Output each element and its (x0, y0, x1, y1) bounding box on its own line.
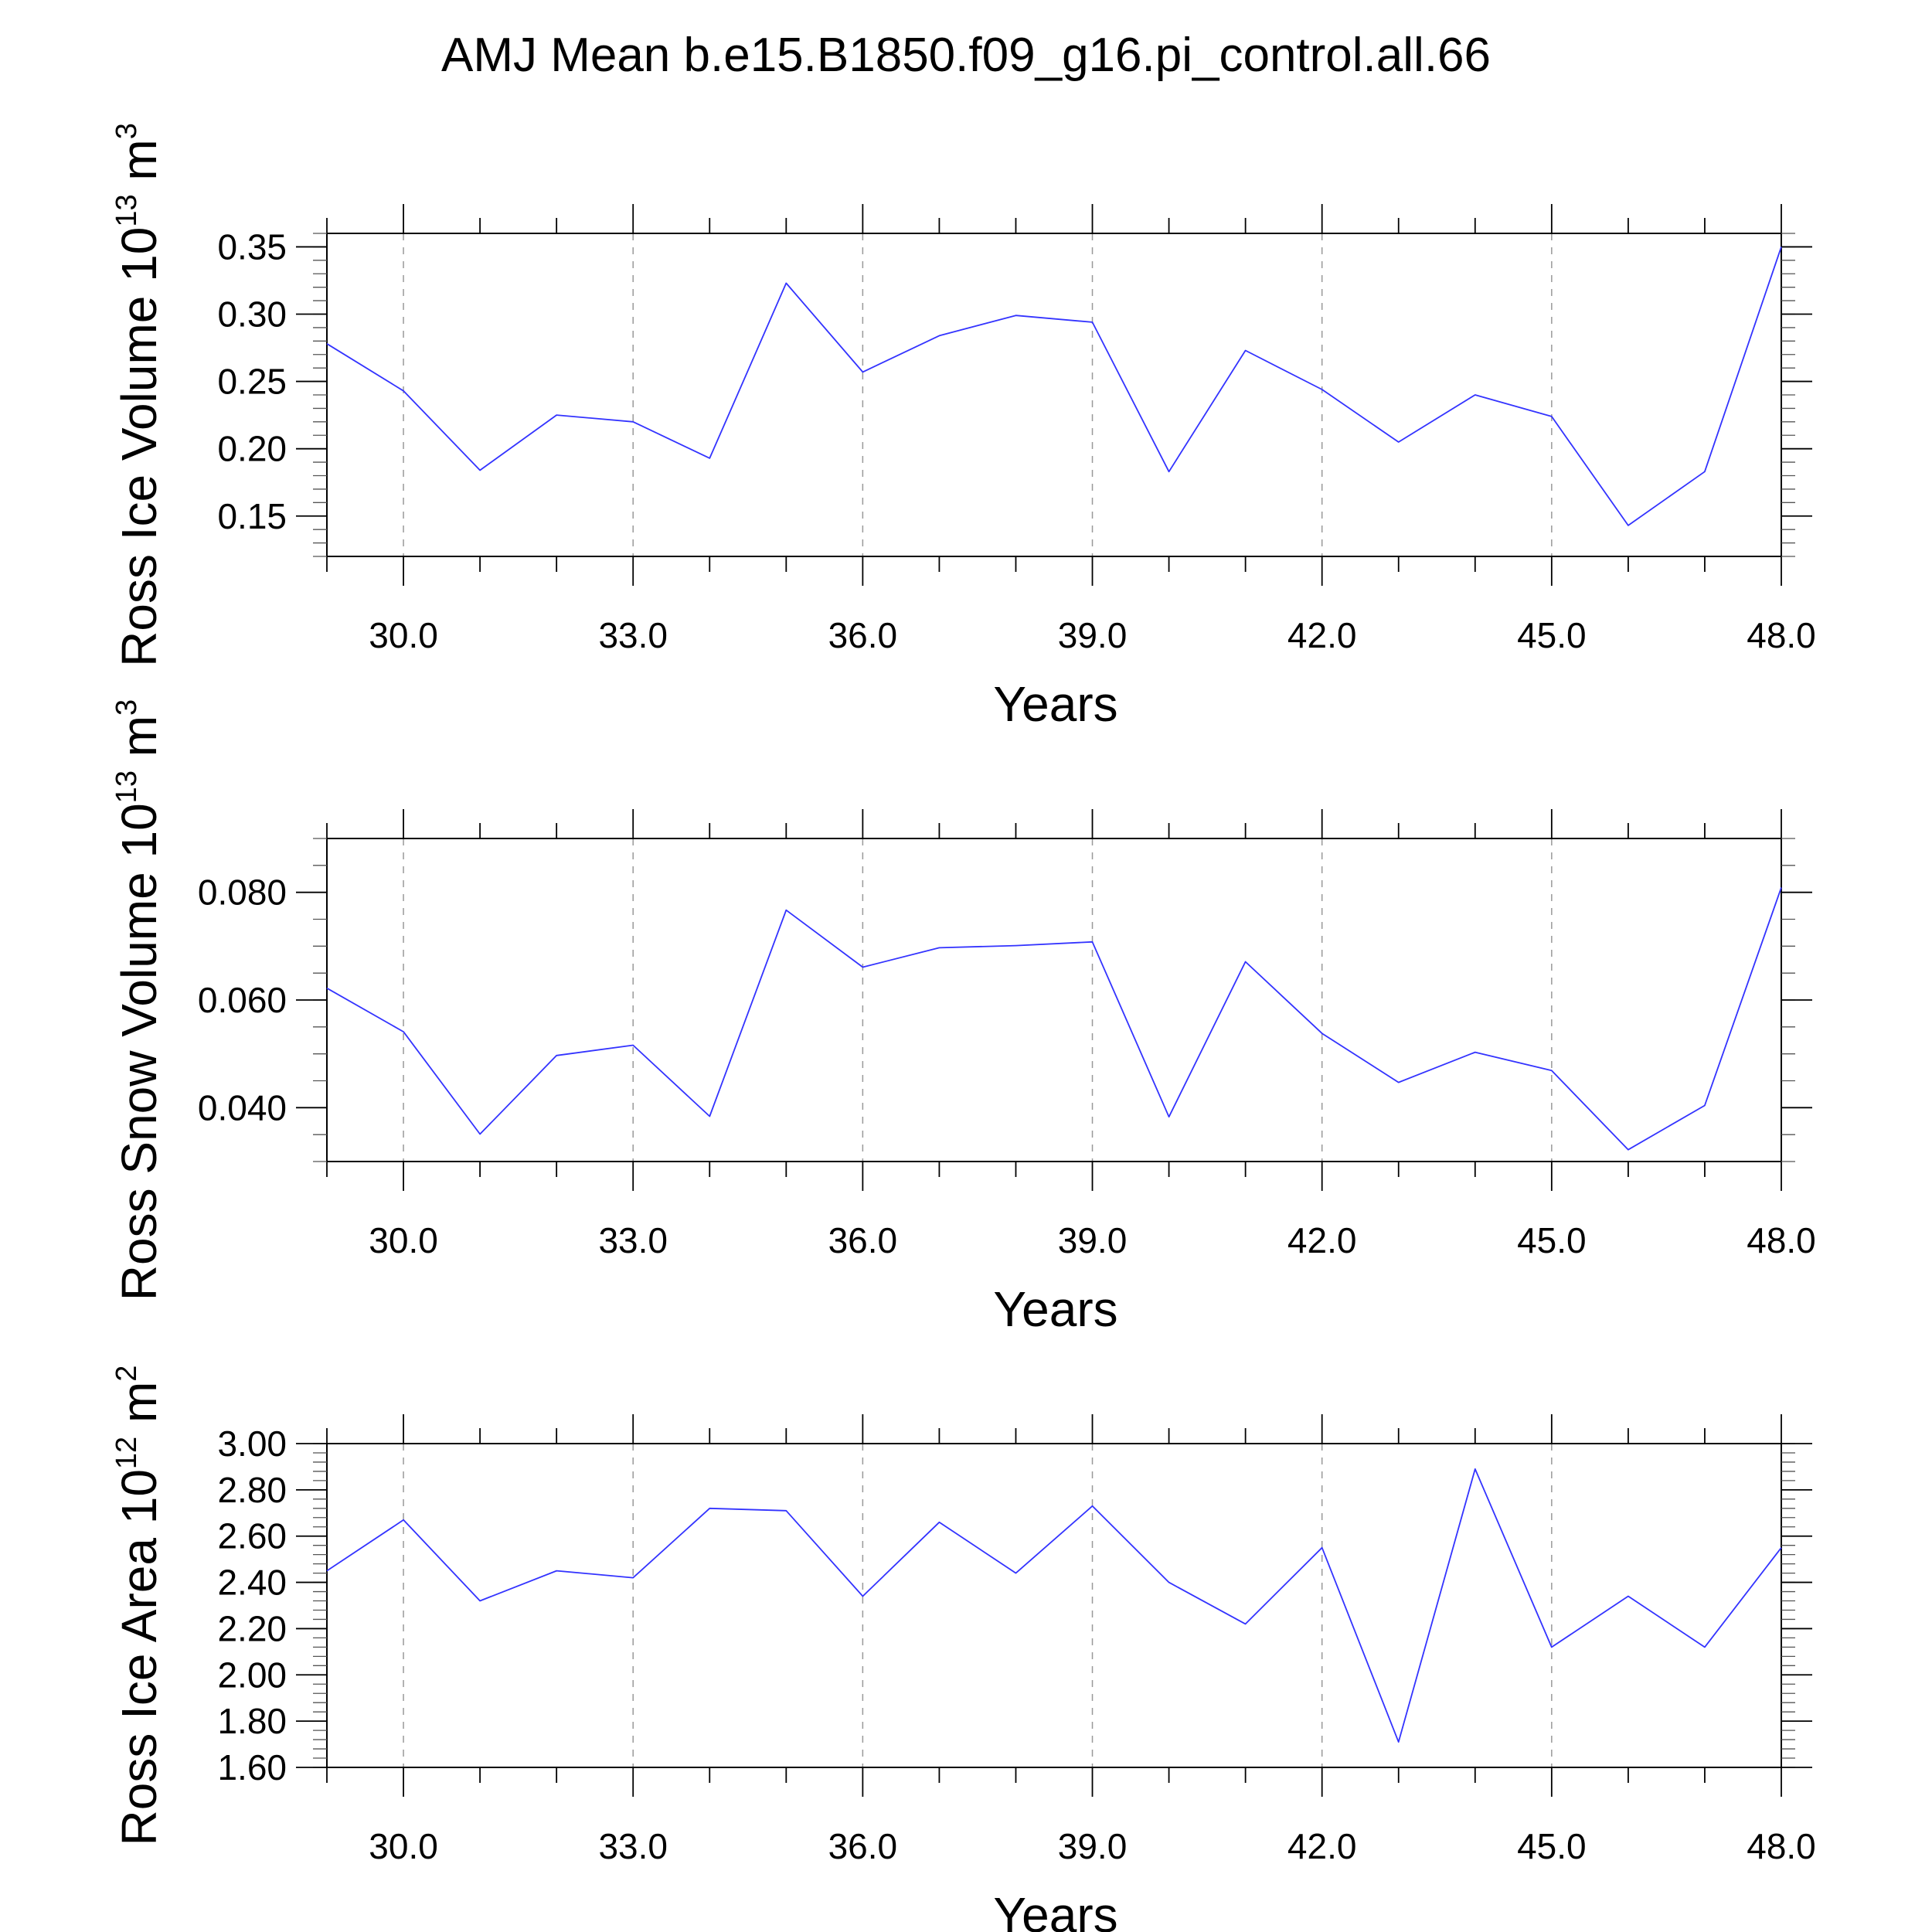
series-line (326, 887, 1782, 1151)
y-tick-label: 2.80 (217, 1470, 287, 1510)
x-tick-label: 39.0 (1058, 1826, 1128, 1866)
y-tick-label: 3.00 (217, 1423, 287, 1464)
y-axis-label-text: Ross Ice Area 10 (111, 1469, 167, 1845)
y-tick-label: 0.35 (217, 226, 287, 267)
series-line (326, 1468, 1782, 1743)
x-tick-label: 36.0 (828, 1826, 898, 1866)
y-tick-label: 0.060 (198, 980, 287, 1020)
x-tick-label: 48.0 (1747, 615, 1816, 655)
x-tick-label: 30.0 (369, 1220, 438, 1260)
plot-frame (326, 233, 1782, 557)
x-axis-label: Years (993, 1887, 1117, 1932)
panel-3: 1.60 1.80 2.00 2.20 2.40 2.60 2.80 3.00 30.0 33.0… (111, 1366, 1816, 1932)
x-tick-label: 48.0 (1747, 1826, 1816, 1866)
x-tick-label: 45.0 (1517, 615, 1587, 655)
panel-1: 0.15 0.20 0.25 0.30 0.35 30.0 33.0 36.0 39.0 42.0… (111, 123, 1816, 732)
y-tick-label: 0.080 (198, 872, 287, 913)
x-tick-label: 42.0 (1287, 1220, 1357, 1260)
y-tick-label: 1.60 (217, 1747, 287, 1787)
y-tick-label: 2.00 (217, 1655, 287, 1695)
y-axis-label-unit: m (111, 139, 167, 194)
x-tick-label: 42.0 (1287, 615, 1357, 655)
y-tick-label: 0.040 (198, 1087, 287, 1128)
y-axis-label-exponent: 13 (111, 770, 143, 803)
x-tick-label: 30.0 (369, 1826, 438, 1866)
panel-2: 0.040 0.060 0.080 30.0 33.0 36.0 39.0 42.0 45.0 4… (111, 699, 1816, 1337)
y-tick-label: 0.30 (217, 294, 287, 335)
y-tick-label: 2.60 (217, 1516, 287, 1556)
y-axis-label-unit: m (111, 1382, 167, 1437)
plot-frame (326, 838, 1782, 1162)
y-axis-label-text: Ross Snow Volume 10 (111, 803, 167, 1301)
y-tick-label: 1.80 (217, 1701, 287, 1741)
y-tick-label: 2.20 (217, 1608, 287, 1648)
y-axis-label-unit: m (111, 716, 167, 770)
y-tick-label: 0.25 (217, 362, 287, 402)
x-tick-label: 48.0 (1747, 1220, 1816, 1260)
y-tick-label: 0.20 (217, 429, 287, 469)
x-tick-label: 39.0 (1058, 1220, 1128, 1260)
plot-frame (326, 1443, 1782, 1768)
y-axis-label-unit-exponent: 3 (111, 699, 143, 716)
y-tick-label: 2.40 (217, 1563, 287, 1603)
chart-title: AMJ Mean b.e15.B1850.f09_g16.pi_control.… (441, 29, 1491, 82)
y-axis-label: Ross Ice Area 1012 m2 (111, 1366, 167, 1846)
x-tick-label: 33.0 (598, 1220, 668, 1260)
x-tick-label: 33.0 (598, 1826, 668, 1866)
y-tick-label: 0.15 (217, 496, 287, 536)
x-tick-label: 33.0 (598, 615, 668, 655)
panels: 0.15 0.20 0.25 0.30 0.35 30.0 33.0 36.0 39.0 42.0… (111, 123, 1816, 1932)
y-axis-label-text: Ross Ice Volume 10 (111, 227, 167, 667)
x-tick-label: 36.0 (828, 1220, 898, 1260)
y-axis-label-exponent: 13 (111, 194, 143, 226)
y-axis-label: Ross Ice Volume 1013 m3 (111, 123, 167, 667)
series-line (326, 247, 1782, 526)
x-tick-label: 42.0 (1287, 1826, 1357, 1866)
y-axis-label-exponent: 12 (111, 1437, 143, 1469)
x-axis-label: Years (993, 1281, 1117, 1337)
y-axis-label-unit-exponent: 3 (111, 123, 143, 139)
x-tick-label: 36.0 (828, 615, 898, 655)
y-axis-label-unit-exponent: 2 (111, 1366, 143, 1382)
x-tick-label: 30.0 (369, 615, 438, 655)
x-axis-label: Years (993, 676, 1117, 732)
x-tick-label: 45.0 (1517, 1220, 1587, 1260)
x-tick-label: 45.0 (1517, 1826, 1587, 1866)
x-tick-label: 39.0 (1058, 615, 1128, 655)
y-axis-label: Ross Snow Volume 1013 m3 (111, 699, 167, 1301)
